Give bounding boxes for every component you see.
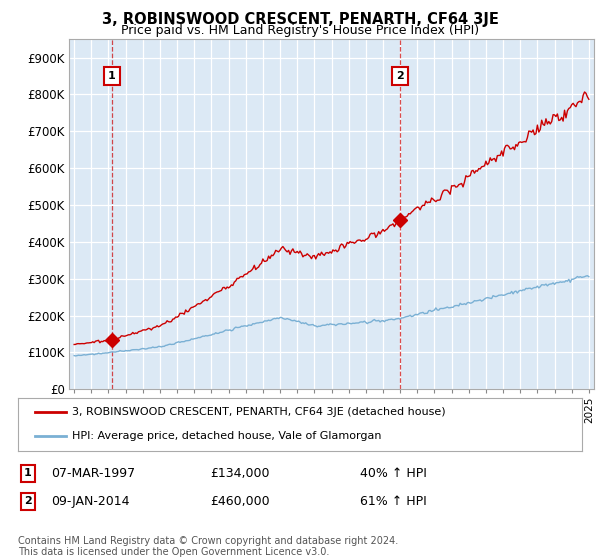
Text: 3, ROBINSWOOD CRESCENT, PENARTH, CF64 3JE: 3, ROBINSWOOD CRESCENT, PENARTH, CF64 3J… [101,12,499,27]
Text: £460,000: £460,000 [210,494,269,508]
Text: 1: 1 [108,71,116,81]
Text: Contains HM Land Registry data © Crown copyright and database right 2024.
This d: Contains HM Land Registry data © Crown c… [18,535,398,557]
Text: HPI: Average price, detached house, Vale of Glamorgan: HPI: Average price, detached house, Vale… [71,431,381,441]
Text: Price paid vs. HM Land Registry's House Price Index (HPI): Price paid vs. HM Land Registry's House … [121,24,479,36]
Text: 2: 2 [396,71,404,81]
Text: 3, ROBINSWOOD CRESCENT, PENARTH, CF64 3JE (detached house): 3, ROBINSWOOD CRESCENT, PENARTH, CF64 3J… [71,408,445,418]
Text: 40% ↑ HPI: 40% ↑ HPI [360,466,427,480]
Text: 61% ↑ HPI: 61% ↑ HPI [360,494,427,508]
Text: £134,000: £134,000 [210,466,269,480]
Text: 1: 1 [24,468,32,478]
Text: 2: 2 [24,496,32,506]
Text: 07-MAR-1997: 07-MAR-1997 [51,466,135,480]
Text: 09-JAN-2014: 09-JAN-2014 [51,494,130,508]
